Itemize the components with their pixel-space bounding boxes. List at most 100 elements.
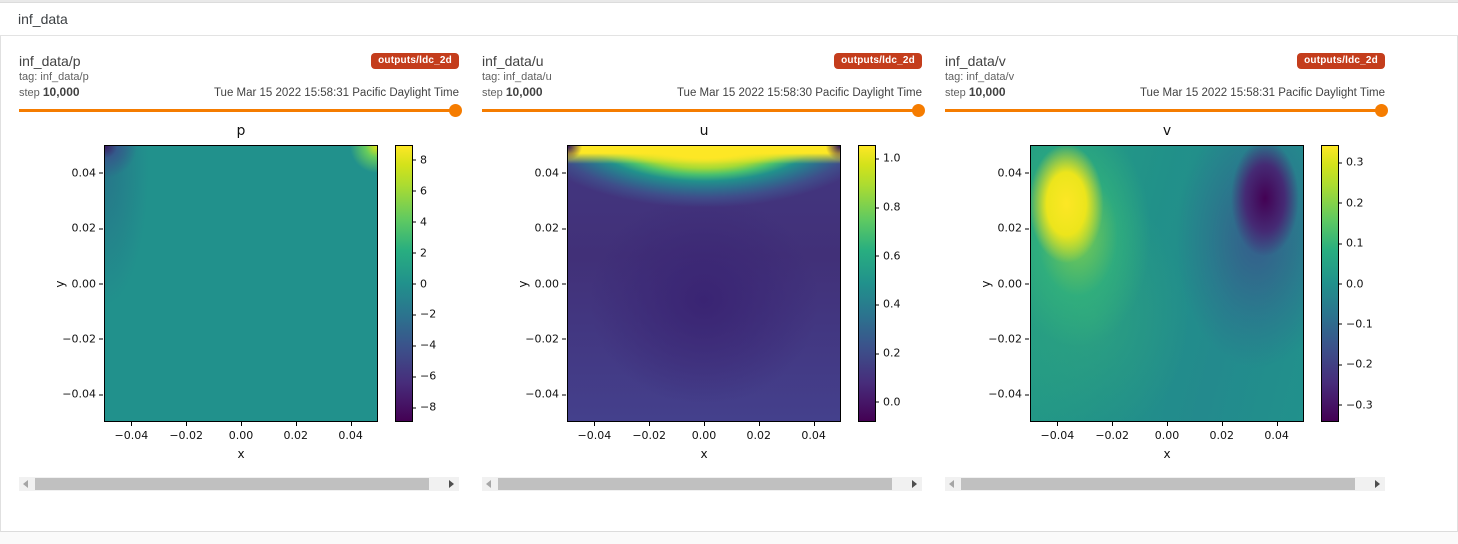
scrollbar-thumb[interactable]: [498, 478, 892, 490]
step-text: step 10,000: [945, 85, 1006, 99]
colorbar-tick-label: 8: [412, 153, 427, 167]
card-step-row: step 10,000 Tue Mar 15 2022 15:58:31 Pac…: [19, 85, 459, 99]
y-tick-label: 0.04: [507, 166, 566, 179]
plot-area-wrap: y 0.04 0.02 0.00 −0.02 −0.04 −0.04 −0.02…: [53, 145, 436, 461]
y-tick-label: 0.00: [44, 277, 103, 290]
colorbar-tick-label: −4: [411, 338, 437, 352]
x-tick-label: −0.04: [1032, 422, 1082, 442]
step-slider-track: [19, 109, 459, 112]
y-tick-label: −0.02: [507, 332, 566, 345]
timestamp: Tue Mar 15 2022 15:58:31 Pacific Dayligh…: [213, 87, 459, 99]
colorbar-tick-label: 2: [412, 246, 427, 260]
colorbar-tick-label: 0.6: [875, 249, 901, 263]
y-tick-label: 0.00: [507, 277, 566, 290]
x-axis-label: x: [237, 447, 245, 461]
colorbar-tick-label: 0: [412, 277, 427, 290]
y-tick-label: −0.04: [970, 388, 1029, 401]
colorbar-tick-label: 0.3: [1338, 155, 1364, 169]
step-value: 10,000: [968, 85, 1006, 99]
y-tick-label: −0.04: [507, 388, 566, 401]
colorbar-tick-label: 0.1: [1338, 236, 1364, 250]
scrollbar-left-arrow-icon[interactable]: [486, 480, 491, 488]
colorbar-tick-label: 0.0: [875, 395, 901, 409]
page: inf_data inf_data/p outputs/ldc_2d tag: …: [0, 0, 1458, 532]
plot-area-wrap: y 0.04 0.02 0.00 −0.02 −0.04 −0.04 −0.02…: [979, 145, 1373, 461]
scrollbar-right-arrow-icon[interactable]: [912, 480, 917, 488]
y-tick-label: 0.04: [44, 166, 103, 179]
horizontal-scrollbar[interactable]: [482, 477, 922, 491]
step-slider-handle[interactable]: [449, 104, 462, 117]
card-title: inf_data/v: [945, 53, 1006, 69]
step-slider-track: [482, 109, 922, 112]
step-value: 10,000: [42, 85, 80, 99]
plot-area-wrap: y 0.04 0.02 0.00 −0.02 −0.04 −0.04 −0.02…: [516, 145, 901, 461]
scrollbar-right-arrow-icon[interactable]: [1375, 480, 1380, 488]
step-slider[interactable]: [945, 103, 1388, 117]
timestamp: Tue Mar 15 2022 15:58:31 Pacific Dayligh…: [1139, 87, 1385, 99]
colorbar: 8 6 4 2 0 −2 −4 −6 −8: [395, 145, 436, 422]
colorbar-tick-label: −6: [411, 369, 437, 383]
card-tag: tag: inf_data/u: [482, 71, 552, 83]
x-tick-label: −0.02: [161, 422, 211, 442]
y-tick-label: −0.04: [44, 388, 103, 401]
section-title: inf_data: [18, 11, 68, 27]
section-header-inf-data[interactable]: inf_data: [0, 3, 1458, 36]
image-card-v: inf_data/v outputs/ldc_2d tag: inf_data/…: [937, 45, 1393, 531]
scrollbar-right-arrow-icon[interactable]: [449, 480, 454, 488]
colorbar-tick-label: 0.2: [1338, 196, 1364, 210]
x-tick-label: −0.02: [1087, 422, 1137, 442]
card-title: inf_data/u: [482, 53, 544, 69]
y-tick-label: −0.02: [970, 332, 1029, 345]
plot-title: p: [236, 123, 246, 139]
x-tick-label: −0.04: [569, 422, 619, 442]
plot-title: u: [699, 123, 709, 139]
scrollbar-thumb[interactable]: [35, 478, 429, 490]
matplotlib-figure-p: p y 0.04 0.02 0.00 −0.02 −0.04 −0.04 −0.…: [19, 123, 459, 461]
run-badge: outputs/ldc_2d: [1297, 53, 1385, 69]
step-label: step: [482, 87, 503, 99]
y-tick-label: 0.02: [44, 222, 103, 235]
x-tick-label: 0.02: [1197, 422, 1247, 442]
colorbar-tick-label: 4: [412, 215, 427, 229]
x-tick-label: 0.00: [679, 422, 729, 442]
step-slider-track: [945, 109, 1385, 112]
scrollbar-left-arrow-icon[interactable]: [949, 480, 954, 488]
x-tick-label: 0.02: [271, 422, 321, 442]
step-slider[interactable]: [482, 103, 925, 117]
card-step-row: step 10,000 Tue Mar 15 2022 15:58:31 Pac…: [945, 85, 1385, 99]
horizontal-scrollbar[interactable]: [945, 477, 1385, 491]
y-tick-label: 0.02: [970, 222, 1029, 235]
y-tick-label: 0.04: [970, 166, 1029, 179]
card-tag: tag: inf_data/v: [945, 71, 1015, 83]
colorbar-tick-label: −0.2: [1338, 357, 1373, 371]
colorbar: 1.0 0.8 0.6 0.4 0.2 0.0: [858, 145, 901, 422]
horizontal-scrollbar[interactable]: [19, 477, 459, 491]
step-slider[interactable]: [19, 103, 462, 117]
step-label: step: [945, 87, 966, 99]
step-label: step: [19, 87, 40, 99]
image-card-u: inf_data/u outputs/ldc_2d tag: inf_data/…: [474, 45, 930, 531]
colorbar-tick-label: 0.4: [875, 297, 901, 311]
top-strip: [0, 0, 1458, 3]
card-tag: tag: inf_data/p: [19, 71, 89, 83]
x-tick-label: 0.04: [789, 422, 839, 442]
step-text: step 10,000: [482, 85, 543, 99]
scrollbar-thumb[interactable]: [961, 478, 1355, 490]
step-slider-handle[interactable]: [912, 104, 925, 117]
image-cards-panel: inf_data/p outputs/ldc_2d tag: inf_data/…: [0, 36, 1458, 532]
y-tick-label: −0.02: [44, 332, 103, 345]
x-tick-label: −0.04: [106, 422, 156, 442]
x-tick-label: 0.04: [326, 422, 376, 442]
colorbar-tick-label: 0.0: [1338, 277, 1364, 290]
scrollbar-left-arrow-icon[interactable]: [23, 480, 28, 488]
heatmap-image-p: [104, 145, 378, 422]
heatmap-image-v: [1030, 145, 1304, 422]
plot-title: v: [1162, 123, 1172, 139]
card-step-row: step 10,000 Tue Mar 15 2022 15:58:30 Pac…: [482, 85, 922, 99]
step-slider-handle[interactable]: [1375, 104, 1388, 117]
colorbar-tick-label: 6: [412, 184, 427, 198]
colorbar-tick-label: −0.3: [1338, 398, 1373, 412]
colorbar-tick-label: −2: [411, 307, 437, 321]
colorbar-tick-label: 1.0: [875, 151, 901, 165]
image-card-p: inf_data/p outputs/ldc_2d tag: inf_data/…: [11, 45, 467, 531]
